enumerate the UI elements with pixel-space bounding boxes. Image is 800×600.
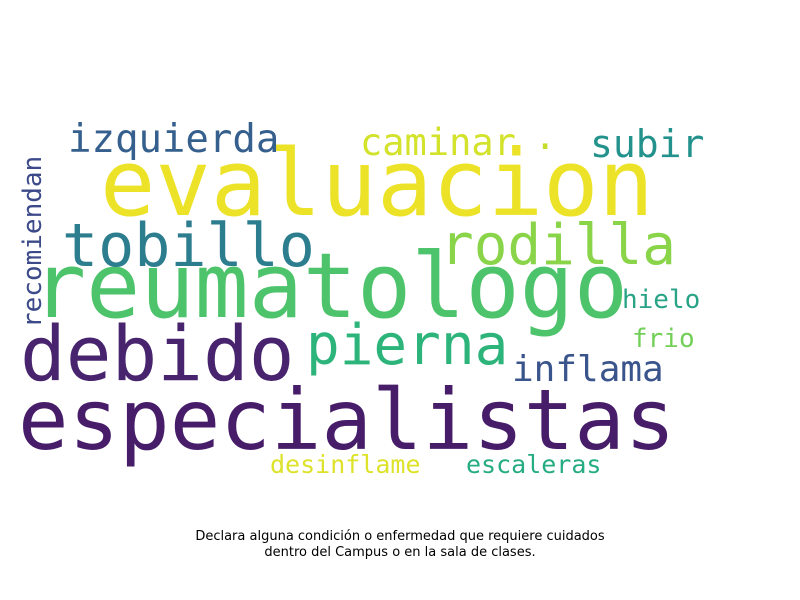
word-especialistas: especialistas [18, 371, 676, 469]
word-pierna: pierna [306, 313, 509, 378]
word-subir: subir [590, 122, 705, 166]
caption-line-2: dentro del Campus o en la sala de clases… [264, 545, 536, 560]
word-inflama: inflama [512, 349, 664, 390]
word-rodilla: rodilla [440, 213, 677, 278]
word-reumatologo: reumatologo [32, 234, 629, 339]
word-cloud: evaluacion reumatologo especialistas deb… [18, 115, 705, 479]
word-evaluacion: evaluacion [100, 130, 654, 237]
word-desinflame: desinflame [270, 450, 421, 479]
word-escaleras: escaleras [466, 450, 602, 479]
word-tobillo: tobillo [62, 211, 315, 281]
word-izquierda: izquierda [68, 117, 280, 162]
figure-caption: Declara alguna condición o enfermedad qu… [0, 529, 800, 561]
word-caminar: caminar [360, 121, 516, 164]
word-frio: frio [632, 324, 695, 354]
word-hielo: hielo [622, 285, 701, 315]
word-recomiendan: recomiendan [18, 155, 48, 328]
word-debido: debido [20, 309, 295, 398]
word-dot: . [534, 115, 557, 158]
caption-line-1: Declara alguna condición o enfermedad qu… [195, 529, 605, 544]
